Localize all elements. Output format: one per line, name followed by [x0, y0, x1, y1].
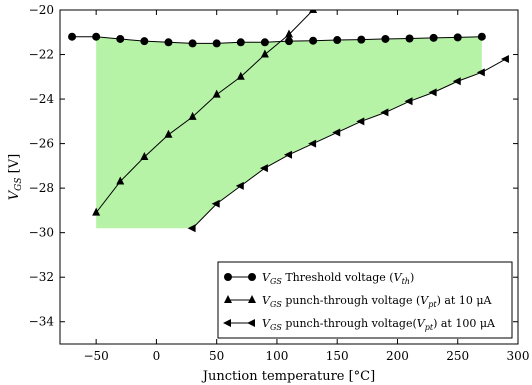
- legend-marker: [224, 273, 232, 281]
- legend-marker: [247, 319, 255, 327]
- series-3-point: [187, 224, 196, 233]
- y-tick-label: −20: [29, 3, 54, 17]
- series-2-point: [164, 129, 173, 138]
- series-1-line: [72, 36, 482, 44]
- series-1-point: [405, 34, 414, 43]
- series-1-point: [357, 35, 366, 44]
- series-1-point: [309, 36, 318, 45]
- legend: VGS Threshold voltage (Vth) VGS punch-thr…: [217, 261, 513, 339]
- tick-layer: −50 0 50 100 150 200 250 300 −20 −22 −24 −26 −28 −30 −…: [29, 3, 530, 363]
- series-1-point: [164, 38, 173, 47]
- series-2-point: [236, 71, 245, 80]
- series-3-point: [211, 199, 220, 208]
- series-2-point: [212, 89, 221, 98]
- series-3-point: [476, 68, 485, 77]
- legend-entry-1: VGS Threshold voltage (Vth): [262, 271, 414, 286]
- x-tick-label: 0: [153, 349, 161, 363]
- y-tick-label: −24: [29, 92, 55, 106]
- series-1: [68, 32, 486, 48]
- x-tick-label: 250: [446, 349, 469, 363]
- series-2: [92, 10, 318, 216]
- y-tick-label: −22: [29, 48, 54, 62]
- y-tick-label: −34: [29, 315, 55, 329]
- y-tick-label: −28: [29, 181, 54, 195]
- x-axis-label: Junction temperature [°C]: [201, 369, 375, 384]
- series-3-point: [452, 77, 461, 86]
- series-layer: [68, 10, 509, 233]
- series-3-point: [235, 181, 244, 190]
- series-2-line: [95, 10, 314, 213]
- shaded-region-layer: [96, 36, 482, 229]
- series-1-point: [212, 39, 221, 48]
- series-3-line: [192, 58, 507, 229]
- series-2-point: [309, 10, 318, 13]
- x-tick-label: 150: [326, 349, 349, 363]
- series-2-point: [285, 29, 293, 38]
- safe-operating-region: [96, 36, 482, 229]
- series-1-point: [68, 32, 77, 41]
- series-1-point: [92, 32, 101, 41]
- x-tick-label: 100: [265, 349, 288, 363]
- series-1-point: [116, 34, 125, 43]
- legend-marker: [248, 295, 256, 303]
- series-3-point: [500, 54, 509, 63]
- series-3-point: [259, 164, 268, 173]
- y-tick-label: −30: [29, 226, 54, 240]
- legend-box: [217, 261, 513, 339]
- series-1-point: [188, 39, 197, 48]
- y-tick-label: −26: [29, 137, 54, 151]
- series-3-point: [404, 97, 413, 106]
- series-1-point: [453, 33, 462, 42]
- series-1-point: [477, 32, 486, 41]
- series-3-point: [332, 128, 341, 137]
- plot-frame: [59, 9, 519, 345]
- legend-entry-3: VGS punch-through voltage(Vpt) at 100 μA: [262, 317, 496, 332]
- series-1-point: [333, 36, 342, 45]
- legend-entry-2: VGS punch-through voltage (Vpt) at 10 μA: [262, 294, 492, 309]
- series-3-point: [356, 117, 365, 126]
- series-3-point: [308, 139, 317, 148]
- series-3-point: [284, 150, 292, 159]
- series-3-point: [428, 88, 437, 97]
- series-2-point: [260, 49, 269, 58]
- series-2-point: [92, 207, 101, 216]
- series-1-point: [140, 37, 149, 46]
- series-1-point: [429, 33, 438, 42]
- legend-marker: [224, 295, 232, 303]
- legend-marker: [223, 319, 231, 327]
- y-axis-label: VGS [V]: [7, 154, 24, 200]
- x-tick-label: 50: [209, 349, 224, 363]
- series-2-point: [116, 176, 125, 185]
- series-3: [187, 54, 509, 233]
- series-1-point: [260, 38, 269, 47]
- legend-marker: [248, 273, 256, 281]
- x-tick-label: 300: [507, 349, 530, 363]
- series-1-point: [285, 37, 293, 46]
- series-1-point: [381, 34, 390, 43]
- series-1-point: [236, 38, 245, 47]
- x-tick-label: −50: [83, 349, 108, 363]
- series-3-point: [380, 108, 389, 117]
- series-2-point: [140, 151, 149, 160]
- y-tick-label: −32: [29, 270, 54, 284]
- x-tick-label: 200: [386, 349, 409, 363]
- series-2-point: [188, 111, 197, 120]
